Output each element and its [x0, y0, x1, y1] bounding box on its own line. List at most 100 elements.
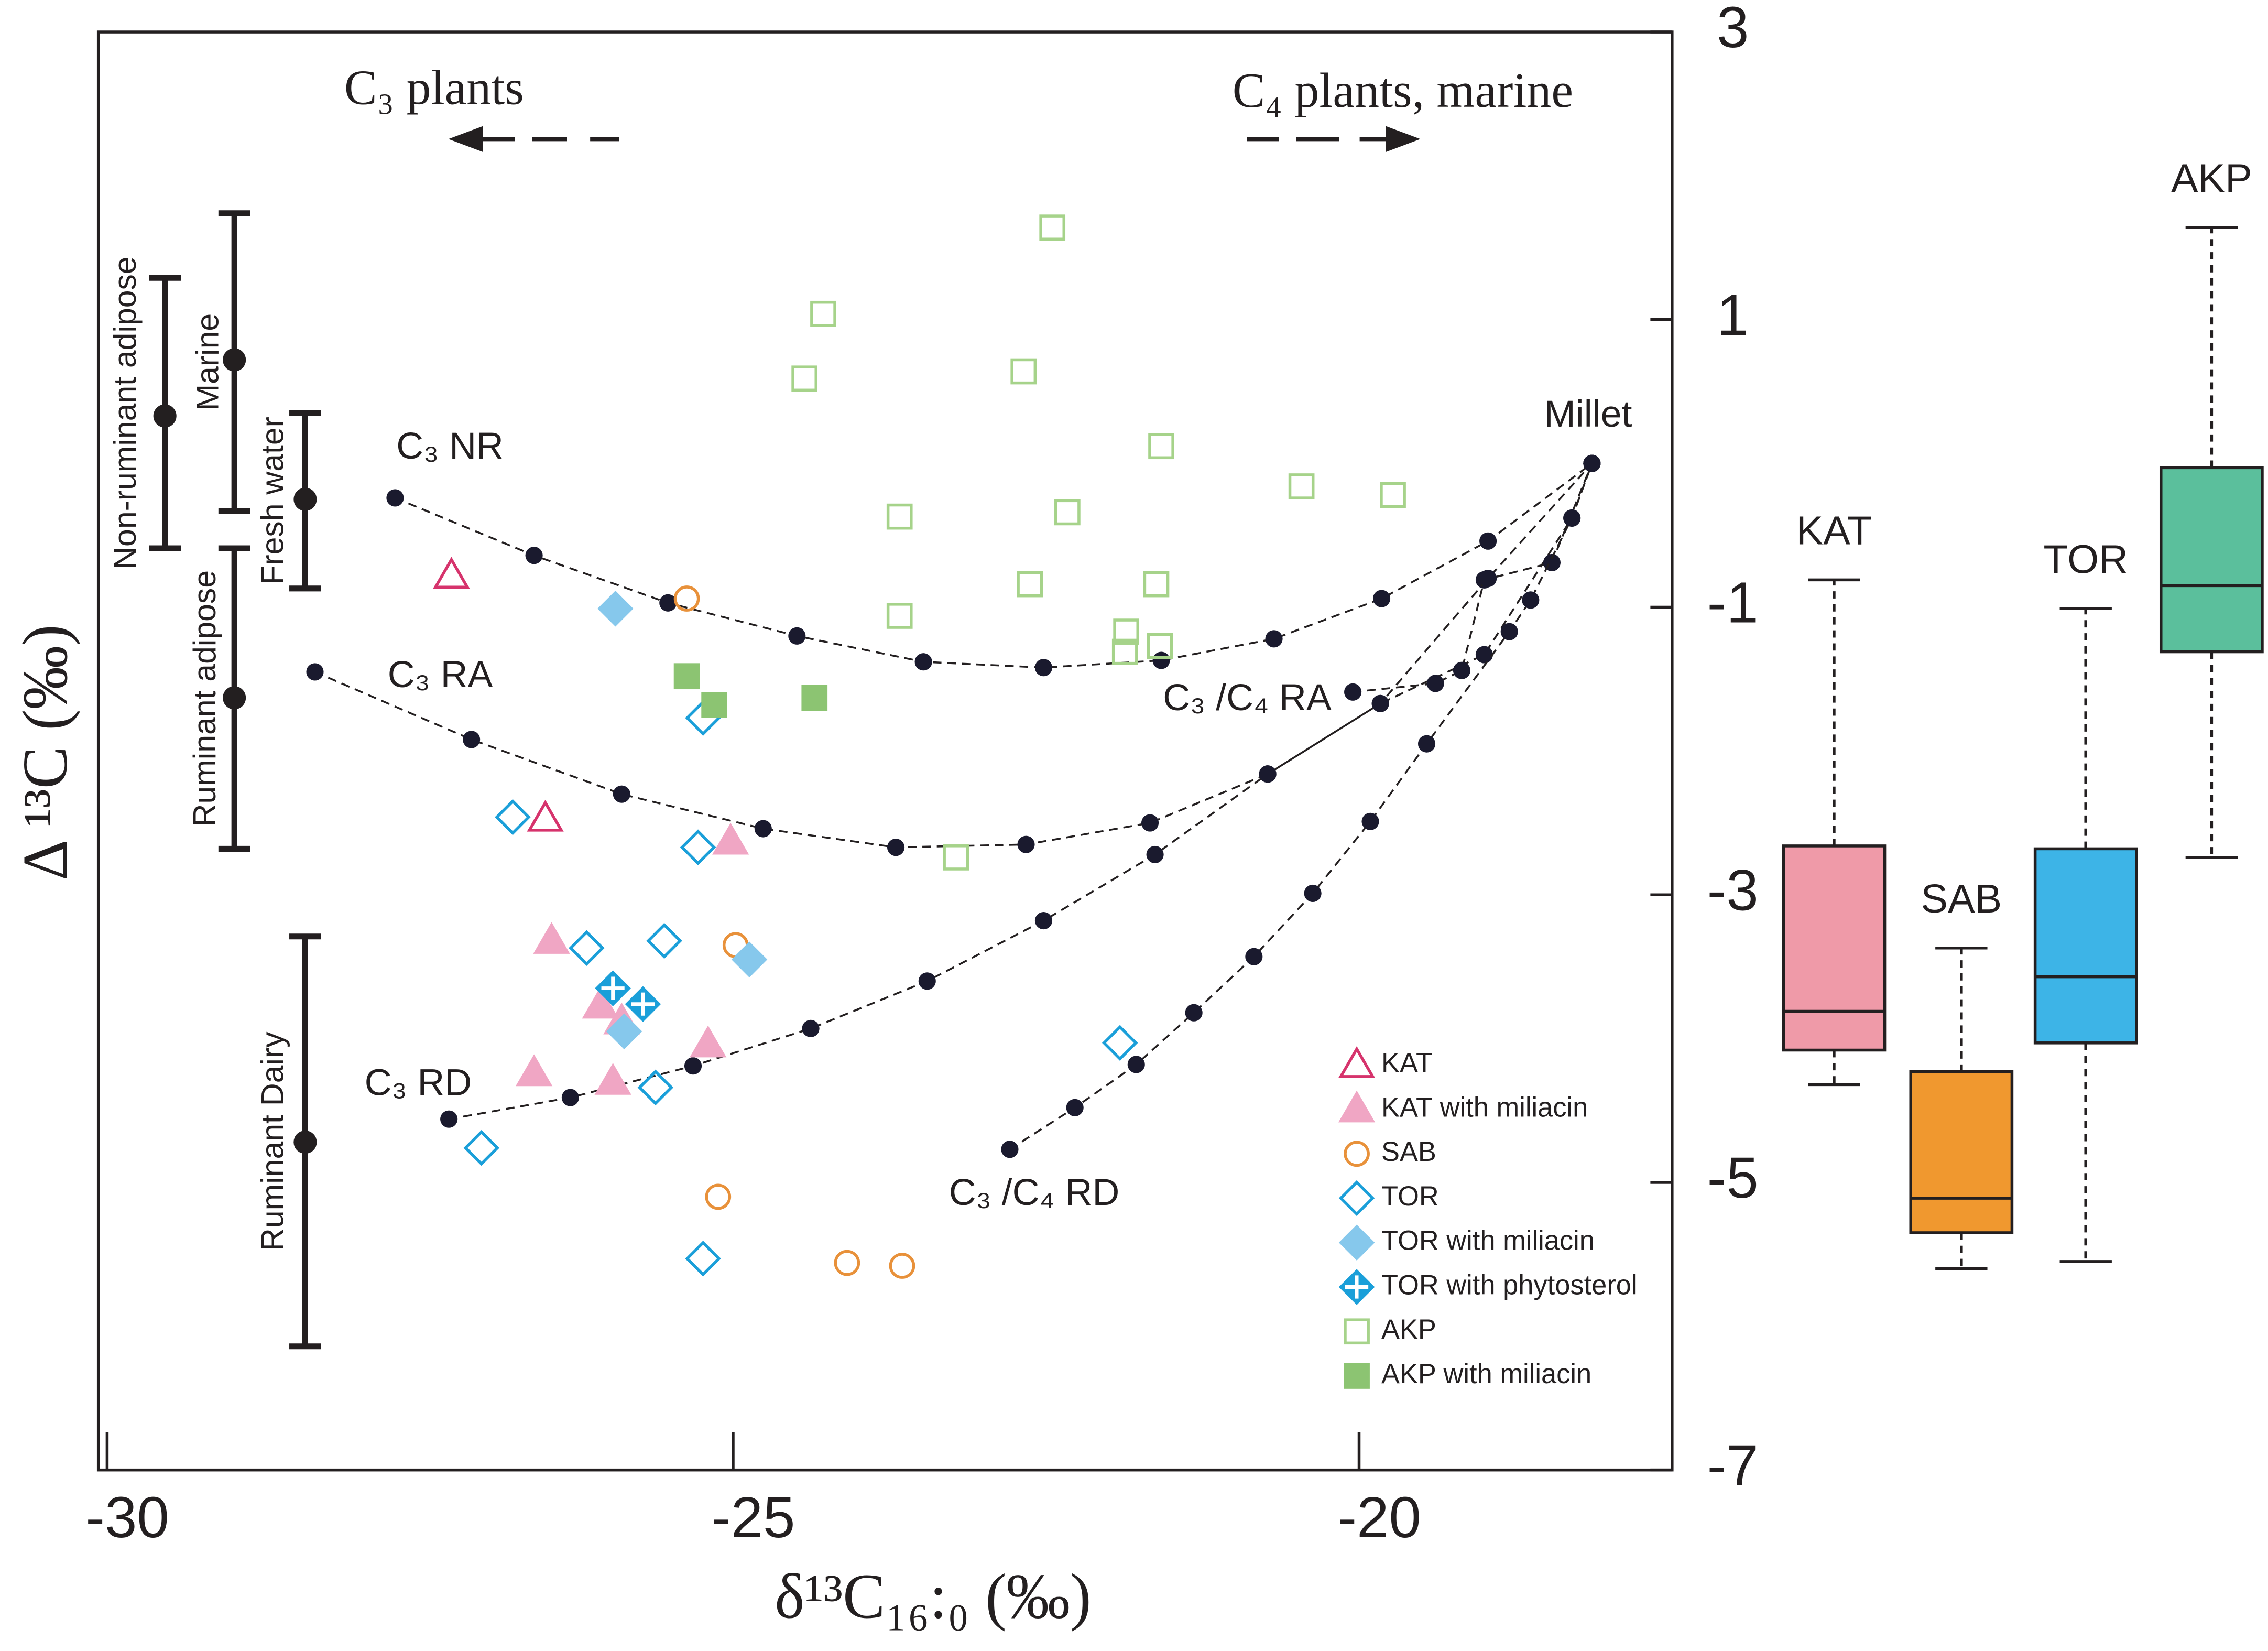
annotation: Millet	[1544, 393, 1632, 435]
marker-cross	[601, 976, 625, 1000]
y-tick-label: 1	[1717, 283, 1749, 347]
arrow-head	[448, 126, 483, 153]
curve-point	[440, 1110, 458, 1128]
x-axis-label: δ¹³C₁₆:₀ (‰)	[775, 1561, 1091, 1632]
marker	[943, 844, 969, 871]
curve-point	[1034, 912, 1053, 930]
curve-point	[1372, 590, 1391, 607]
range-mid	[223, 348, 246, 372]
marker	[646, 922, 682, 959]
marker	[1148, 433, 1174, 460]
range-label: Fresh water	[254, 417, 290, 585]
range-mid	[153, 404, 177, 428]
curve-point	[1265, 630, 1283, 648]
marker	[569, 930, 605, 966]
curve-point	[1304, 884, 1322, 903]
curve-point	[463, 731, 481, 748]
marker	[673, 585, 700, 612]
curve-point	[684, 1057, 702, 1075]
curve-point	[1522, 591, 1540, 609]
marker	[637, 1069, 674, 1106]
legend-label: SAB	[1381, 1137, 1436, 1167]
marker	[886, 603, 913, 629]
curve-label: C₃ RA	[388, 654, 493, 696]
curve-label: C₃ NR	[396, 425, 504, 467]
curve-point	[918, 972, 936, 990]
marker	[1338, 1090, 1376, 1123]
legend-label: AKP	[1381, 1315, 1436, 1345]
curve-point	[561, 1089, 579, 1106]
marker	[801, 685, 828, 711]
x-tick-label: -25	[712, 1485, 795, 1550]
curve-point	[1017, 835, 1035, 853]
y-tick-label: -3	[1707, 858, 1759, 922]
curve-label: C₃ /C₄ RA	[1163, 677, 1332, 719]
marker	[1113, 618, 1139, 645]
marker	[515, 1054, 553, 1087]
legend-label: AKP with miliacin	[1381, 1359, 1591, 1389]
mixing-curve	[1353, 463, 1593, 693]
marker	[606, 1013, 642, 1050]
curve-label: C₃ /C₄ RD	[949, 1171, 1120, 1213]
curve-point	[1475, 646, 1493, 664]
range-mid	[293, 487, 317, 511]
marker	[886, 503, 913, 530]
marker	[673, 663, 700, 690]
curve-point	[1034, 659, 1053, 677]
x-tick-label: -20	[1337, 1485, 1421, 1550]
curve-point	[1453, 661, 1470, 679]
legend-label: KAT	[1381, 1048, 1433, 1079]
marker	[1010, 358, 1037, 385]
curve-point	[1066, 1099, 1084, 1116]
marker	[1054, 499, 1081, 526]
box	[2159, 466, 2264, 654]
mixing-curve	[1009, 463, 1593, 1150]
legend-label: KAT with miliacin	[1381, 1092, 1588, 1123]
y-axis-label: Δ ¹³C (‰)	[10, 624, 81, 880]
curve-point	[1426, 675, 1444, 692]
box	[2033, 847, 2138, 1045]
marker-cross	[631, 992, 655, 1016]
marker	[595, 970, 631, 1006]
marker	[1017, 571, 1043, 598]
curve-label: C₃ RD	[365, 1061, 472, 1103]
marker	[1338, 1180, 1375, 1216]
marker	[1338, 1269, 1375, 1305]
legend-label: TOR with phytosterol	[1381, 1270, 1638, 1300]
legend-label: TOR with miliacin	[1381, 1226, 1595, 1256]
curve-point	[1152, 651, 1170, 669]
curve-point	[754, 820, 772, 838]
curve-point	[1371, 694, 1389, 712]
curve-point	[788, 627, 806, 645]
marker	[495, 799, 531, 835]
plot-frame	[96, 30, 1674, 1472]
range-label: Ruminant Dairy	[254, 1031, 290, 1251]
curve-point	[1361, 812, 1379, 830]
annotation: C₃ plants	[344, 60, 524, 115]
marker	[527, 799, 564, 832]
curve-point	[1259, 765, 1277, 783]
curve-point	[1479, 570, 1497, 588]
range-label: Marine	[189, 313, 225, 411]
curve-point	[914, 653, 932, 671]
arrow-head	[1386, 126, 1421, 153]
box-label: KAT	[1796, 508, 1872, 553]
marker	[582, 986, 619, 1019]
curve-point	[1563, 509, 1581, 527]
curve-point	[1127, 1056, 1145, 1073]
curve-point	[613, 785, 630, 803]
marker	[1338, 1046, 1376, 1078]
curve-point	[1245, 948, 1263, 965]
marker	[1111, 638, 1138, 665]
marker	[1147, 633, 1173, 659]
curve-point	[1500, 623, 1518, 640]
box	[1909, 1070, 2014, 1234]
curve-point	[1141, 814, 1159, 832]
y-tick-label: -7	[1707, 1433, 1759, 1498]
marker	[1344, 1141, 1370, 1167]
curve-point	[802, 1019, 820, 1037]
marker	[533, 922, 570, 954]
marker	[433, 557, 470, 589]
